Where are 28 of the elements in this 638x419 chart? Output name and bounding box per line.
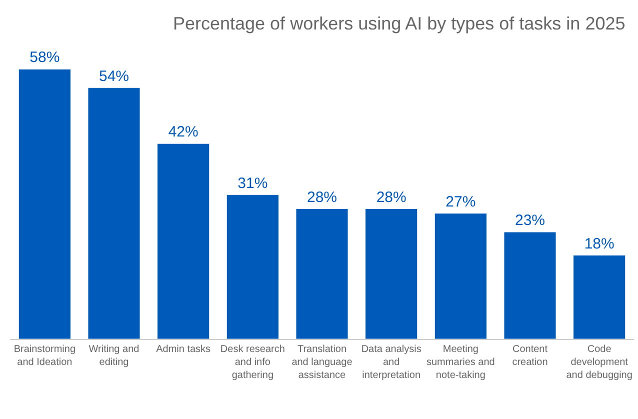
x-tick-label: Brainstorming and Ideation <box>14 344 76 368</box>
data-label: 54% <box>98 68 130 85</box>
x-tick-label: Admin tasks <box>156 344 211 355</box>
x-tick-label: Translation and language assistance <box>292 344 353 381</box>
data-label: 28% <box>376 188 406 206</box>
bar <box>504 232 556 339</box>
data-label: 18% <box>584 235 614 252</box>
x-tick-label: Data analysis and interpretation <box>361 344 422 381</box>
data-label: 42% <box>168 124 198 141</box>
bar <box>296 208 348 339</box>
x-tick-label: Writing and editing <box>88 344 140 368</box>
bar <box>434 213 487 339</box>
x-tick-label: Code development and debugging <box>566 344 632 381</box>
bar <box>573 255 626 339</box>
x-tick-label: Content creation <box>512 344 548 368</box>
bar <box>365 208 418 339</box>
x-tick-label: Desk research and info gathering <box>220 344 285 381</box>
chart-title: Percentage of workers using AI by types of tasks in 2025 <box>172 13 626 34</box>
bar <box>18 68 71 339</box>
bar <box>226 194 279 339</box>
x-tick-label: Meeting summaries and note-taking <box>426 344 495 381</box>
data-label: 31% <box>238 174 268 192</box>
data-label: 27% <box>446 193 476 210</box>
data-label: 28% <box>306 188 338 206</box>
data-label: 58% <box>30 49 60 66</box>
bar <box>157 143 210 339</box>
data-label: 23% <box>514 212 546 230</box>
bar <box>88 88 140 339</box>
